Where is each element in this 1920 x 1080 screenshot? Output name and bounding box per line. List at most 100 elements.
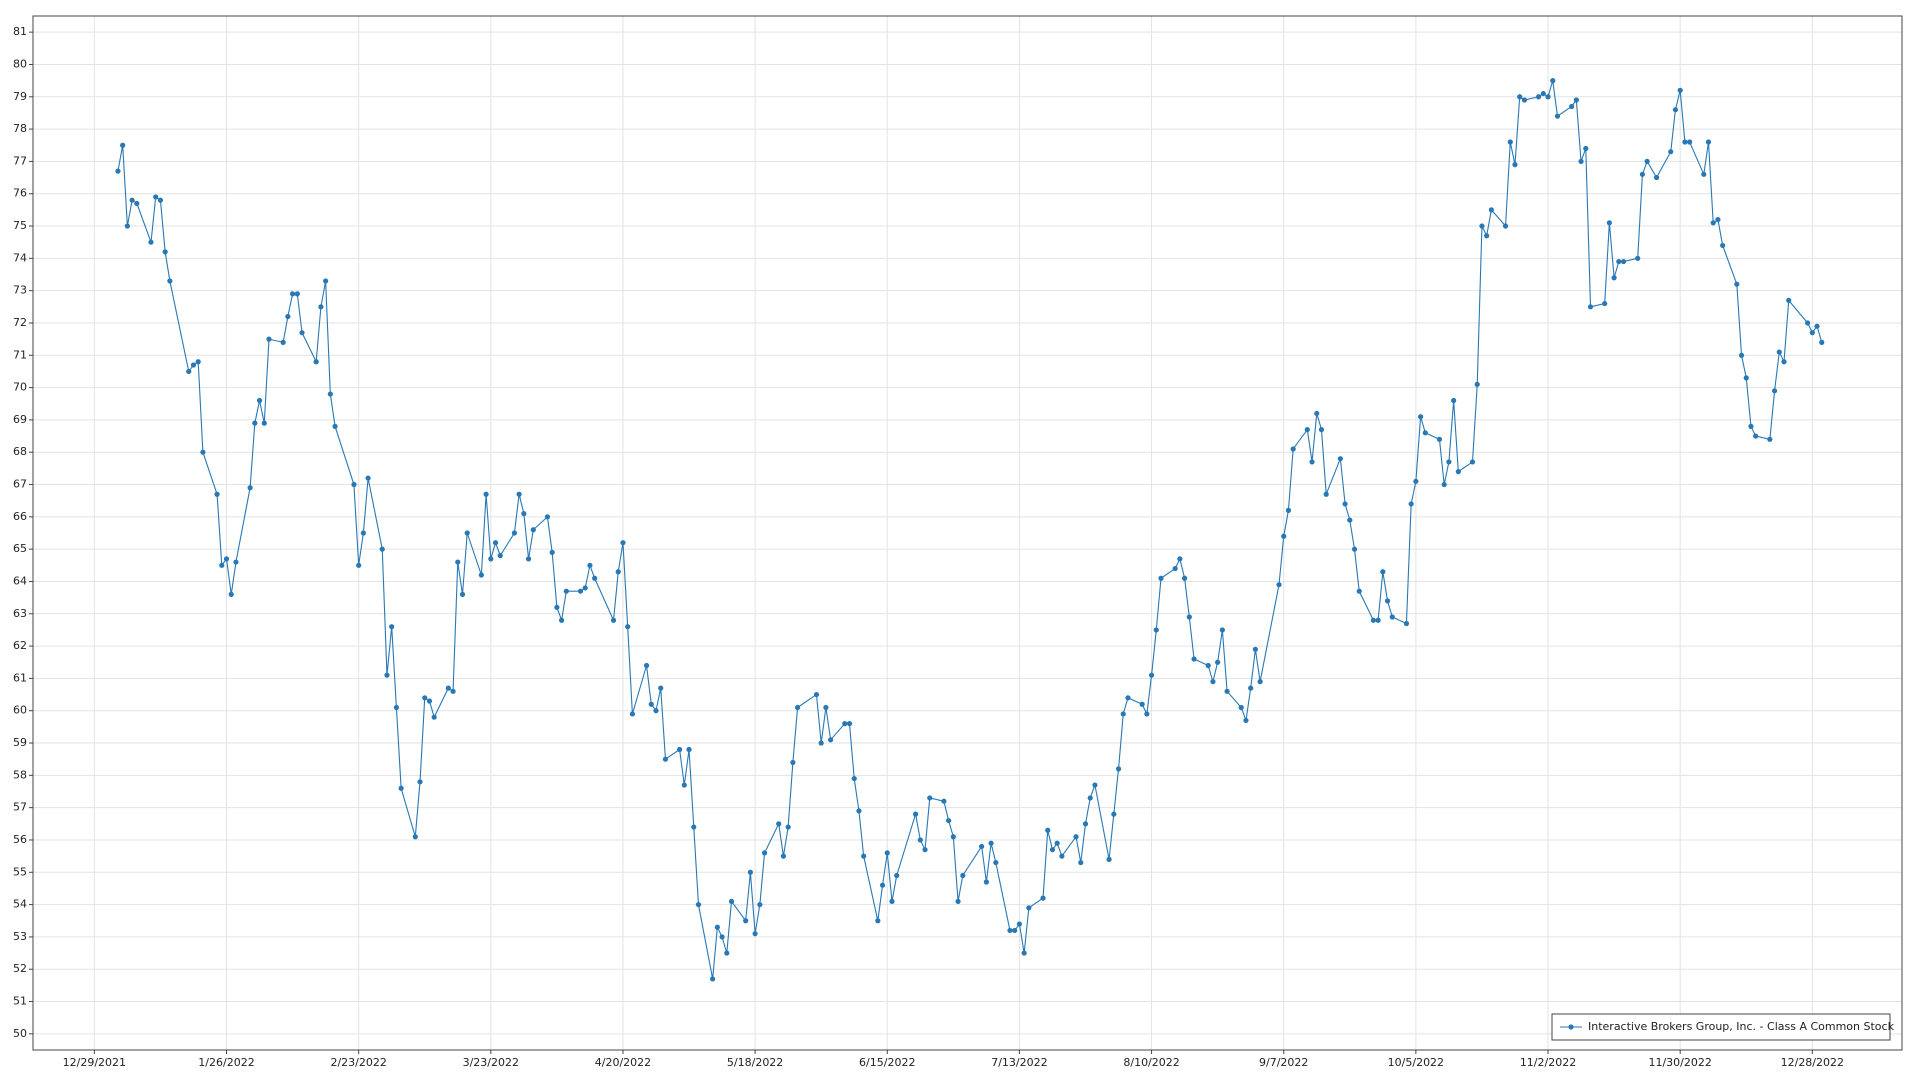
x-tick-label: 1/26/2022 (198, 1056, 254, 1069)
data-point (1545, 94, 1551, 100)
data-point (1309, 459, 1315, 465)
data-point (1682, 139, 1688, 145)
grid (33, 16, 1902, 1050)
y-tick-label: 65 (13, 542, 27, 555)
data-point (450, 688, 456, 694)
y-tick-label: 61 (13, 671, 27, 684)
y-tick-label: 63 (13, 607, 27, 620)
y-tick-label: 77 (13, 154, 27, 167)
data-point (780, 853, 787, 859)
data-point (592, 575, 598, 581)
data-point (289, 291, 296, 297)
y-tick-label: 64 (13, 574, 27, 587)
y-tick-label: 66 (13, 510, 27, 523)
data-point (625, 624, 631, 630)
data-point (1540, 90, 1546, 97)
data-point (983, 879, 989, 885)
y-tick-label: 60 (13, 704, 27, 717)
data-point (1016, 921, 1023, 927)
data-point (464, 530, 470, 536)
data-point (1488, 207, 1494, 213)
data-point (785, 824, 791, 830)
data-point (1507, 139, 1513, 145)
data-point (1205, 662, 1211, 669)
data-point (1182, 575, 1188, 581)
data-point (162, 249, 168, 255)
data-point (1087, 795, 1093, 801)
data-point (1767, 436, 1773, 442)
data-point (1738, 352, 1745, 358)
data-point (431, 714, 437, 720)
data-point (323, 278, 329, 284)
data-point (728, 898, 735, 904)
data-point (214, 491, 220, 497)
data-point (1243, 717, 1249, 724)
data-point (1389, 614, 1395, 620)
data-point (1705, 139, 1712, 145)
data-point (851, 775, 857, 782)
data-point (1172, 565, 1178, 572)
data-point (327, 391, 333, 397)
data-point (1479, 223, 1485, 229)
data-point (318, 304, 324, 310)
data-point (1469, 459, 1476, 465)
data-point (554, 604, 560, 610)
data-point (875, 918, 881, 924)
x-tick-label: 12/29/2021 (63, 1056, 126, 1069)
data-point (955, 898, 961, 904)
data-point (950, 834, 956, 840)
data-point (1814, 323, 1820, 329)
data-point (724, 950, 730, 956)
data-point (1771, 388, 1778, 394)
data-point (842, 721, 848, 727)
data-point (988, 840, 994, 846)
data-point (1012, 927, 1018, 934)
data-point (1620, 258, 1627, 265)
legend-marker (1568, 1024, 1574, 1030)
data-point (497, 553, 503, 559)
data-point (856, 808, 862, 814)
data-point (818, 740, 824, 746)
data-point (129, 197, 135, 203)
data-point (313, 359, 319, 365)
data-point (993, 859, 999, 866)
data-point (1337, 456, 1343, 462)
data-point (1786, 297, 1792, 303)
data-point (615, 569, 621, 575)
data-point (294, 291, 300, 297)
data-point (889, 898, 895, 904)
data-point (1517, 94, 1523, 100)
x-tick-label: 2/23/2022 (330, 1056, 386, 1069)
data-point (1710, 220, 1716, 226)
data-point (1819, 339, 1825, 345)
data-point (516, 491, 522, 497)
data-point (1672, 107, 1679, 113)
data-point (1569, 103, 1575, 110)
data-point (233, 559, 239, 565)
data-point (1781, 359, 1787, 365)
data-point (643, 662, 650, 669)
data-point (153, 194, 159, 200)
y-tick-label: 71 (13, 348, 27, 361)
data-point (1148, 672, 1155, 678)
data-point (1370, 617, 1376, 623)
data-point (1177, 556, 1183, 562)
data-point (1734, 281, 1740, 287)
data-point (1701, 171, 1707, 177)
y-tick-label: 75 (13, 219, 27, 232)
data-point (1285, 507, 1292, 513)
data-point (1587, 304, 1594, 310)
data-point (521, 511, 527, 517)
data-point (979, 843, 985, 850)
data-point (1550, 78, 1556, 84)
data-point (525, 556, 532, 562)
data-point (1281, 533, 1287, 539)
x-tick-label: 5/18/2022 (727, 1056, 783, 1069)
data-point (1125, 695, 1131, 701)
data-point (1092, 782, 1098, 788)
data-point (261, 420, 267, 426)
data-point (1484, 233, 1490, 239)
data-point (549, 549, 555, 555)
data-point (1611, 275, 1617, 281)
data-point (653, 708, 659, 714)
